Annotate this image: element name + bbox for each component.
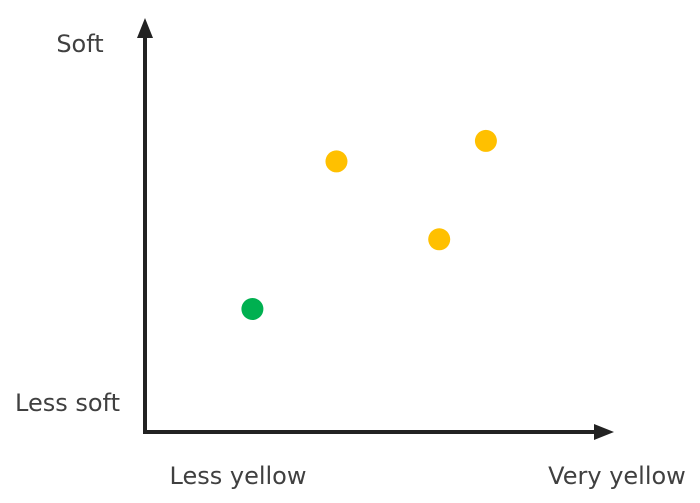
point xyxy=(474,129,497,152)
x-low-label: Less yellow xyxy=(170,462,307,490)
point xyxy=(241,298,264,320)
y-low-label: Less soft xyxy=(15,389,120,417)
x-high-label: Very yellow xyxy=(548,462,686,490)
point xyxy=(325,150,348,173)
point xyxy=(428,228,451,251)
y-axis-arrow xyxy=(137,18,153,38)
x-axis-arrow xyxy=(594,424,614,440)
y-high-label: Soft xyxy=(56,30,103,58)
